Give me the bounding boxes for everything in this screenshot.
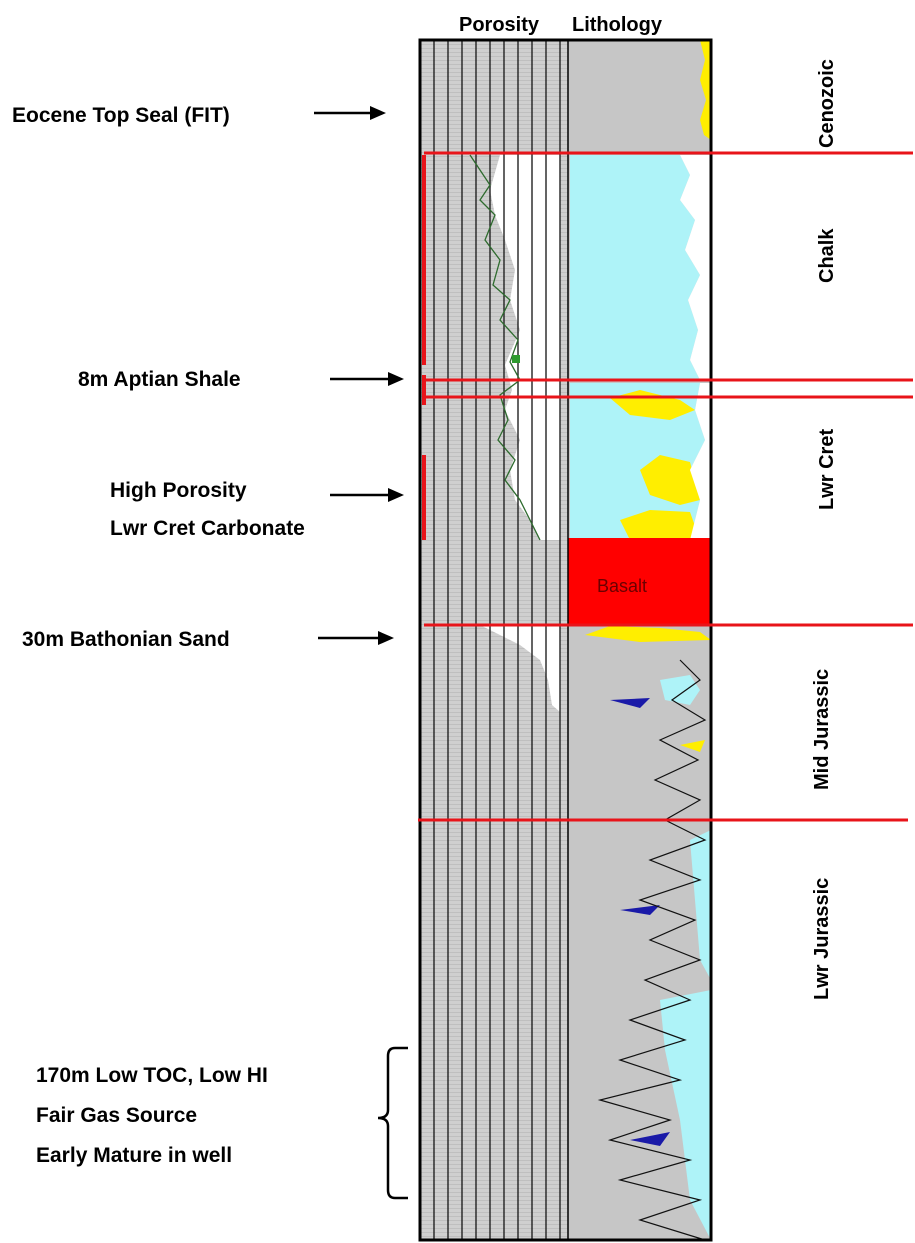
porosity-white-fill-lower [480, 625, 560, 712]
bathonian-sand [585, 626, 711, 642]
porosity-white-fill [490, 155, 560, 540]
interval-chalk: Chalk [816, 228, 838, 283]
mid-jurassic-carbonate [660, 675, 700, 705]
porosity-green-marker [512, 355, 520, 363]
porosity-curve [469, 154, 541, 541]
cenozoic-sand [700, 40, 711, 140]
lwr-cret-sand-3 [620, 510, 700, 540]
arrow-bathonian [318, 631, 394, 645]
blue-streak-1 [610, 698, 650, 708]
arrow-aptian [330, 372, 404, 386]
basalt-unit [568, 538, 711, 625]
arrow-high-porosity [330, 488, 404, 502]
high-porosity-label-2: Lwr Cret Carbonate [110, 517, 305, 540]
porosity-track [420, 40, 568, 1240]
interval-mid-jurassic: Mid Jurassic [811, 669, 833, 790]
chalk-carbonate [570, 155, 700, 380]
basalt-label: Basalt [597, 576, 647, 596]
blue-streak-2 [620, 905, 660, 915]
blue-streak-3 [630, 1132, 670, 1146]
red-porosity-bar-lwr-cret [422, 455, 426, 540]
lwr-cret-white [690, 383, 711, 540]
lwr-jurassic-carbonate-1 [690, 830, 711, 980]
high-porosity-label-1: High Porosity [110, 479, 247, 502]
source-label-1: 170m Low TOC, Low HI [36, 1064, 268, 1087]
porosity-gridlines [433, 40, 561, 1240]
lithology-curve [597, 659, 707, 1241]
eocene-seal-label: Eocene Top Seal (FIT) [12, 104, 230, 127]
lithology-track [568, 40, 711, 1241]
log-frame [418, 38, 713, 1242]
aptian-shale-label: 8m Aptian Shale [78, 368, 241, 391]
mid-jurassic-sand-blip [680, 740, 705, 752]
horizon-lines [418, 151, 913, 822]
arrow-eocene [314, 106, 386, 120]
porosity-header: Porosity [459, 14, 540, 36]
chalk-white [680, 155, 711, 380]
red-porosity-bar-aptian [422, 375, 426, 405]
interval-lwr-jurassic: Lwr Jurassic [811, 878, 833, 1000]
lwr-cret-sand-2 [640, 455, 700, 505]
interval-lwr-cret: Lwr Cret [816, 429, 838, 510]
red-porosity-bar-chalk [422, 155, 426, 365]
source-label-2: Fair Gas Source [36, 1104, 197, 1127]
source-bracket [377, 1046, 408, 1200]
source-label-3: Early Mature in well [36, 1144, 232, 1167]
interval-cenozoic: Cenozoic [816, 59, 838, 148]
bathonian-sand-label: 30m Bathonian Sand [22, 628, 230, 651]
lithology-header: Lithology [572, 14, 663, 36]
lwr-jurassic-carbonate-2 [660, 990, 711, 1240]
